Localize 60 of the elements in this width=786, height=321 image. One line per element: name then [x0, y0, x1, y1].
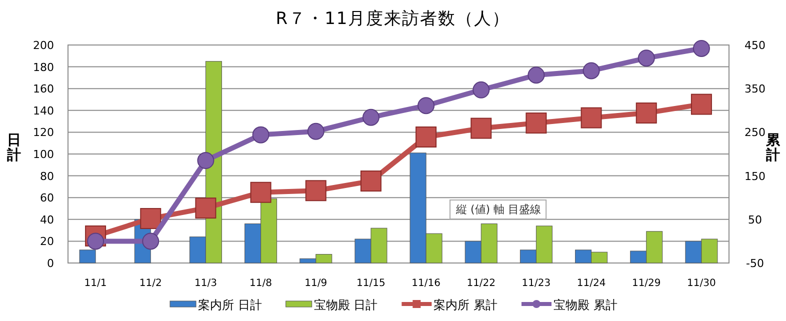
x-tick-label: 11/8 — [250, 278, 272, 289]
x-tick-label: 11/22 — [466, 278, 496, 289]
y-tick-label: 140 — [33, 104, 54, 118]
point — [580, 107, 602, 128]
y2-tick-label: 350 — [744, 82, 766, 96]
x-tick-label: 11/24 — [576, 278, 606, 289]
y-tick-label: 120 — [33, 126, 54, 140]
point — [197, 152, 214, 170]
y2-tick-label: 50 — [748, 213, 762, 226]
x-tick-label: 11/29 — [632, 278, 661, 289]
point — [470, 118, 492, 139]
point — [140, 208, 162, 230]
y-tick-label: 80 — [40, 170, 54, 183]
y-tick-label: 160 — [33, 82, 54, 96]
x-tick-label: 11/2 — [139, 278, 162, 289]
point — [582, 62, 600, 80]
point — [526, 112, 547, 134]
legend-label: 宝物殿 累計 — [553, 298, 618, 312]
x-tick-label: 11/3 — [194, 278, 217, 289]
point — [528, 66, 545, 84]
chart-title: R７・11月度来訪者数（人） — [276, 9, 510, 29]
y2-tick-label: 450 — [744, 39, 766, 52]
point — [307, 122, 324, 140]
point — [252, 126, 270, 144]
point — [472, 81, 490, 98]
x-tick-label: 11/30 — [687, 278, 716, 289]
point — [250, 182, 272, 203]
point — [362, 108, 380, 126]
y-tick-label: 20 — [40, 235, 54, 248]
point — [690, 94, 712, 115]
y2-tick-label: 250 — [744, 126, 766, 140]
y2-tick-label: 150 — [744, 170, 766, 183]
y-tick-label: 180 — [33, 60, 54, 74]
y-tick-label: 200 — [33, 39, 54, 52]
y2-tick-label: -50 — [746, 257, 764, 270]
point — [636, 102, 657, 124]
y-tick-label: 0 — [47, 257, 54, 270]
point — [360, 170, 382, 192]
point — [305, 180, 326, 202]
point — [416, 126, 437, 148]
point — [418, 97, 435, 114]
x-tick-label: 11/1 — [84, 278, 107, 289]
point — [692, 40, 710, 57]
x-tick-label: 11/23 — [522, 278, 551, 289]
y-tick-label: 40 — [40, 213, 54, 226]
annotation: 縦 (値) 軸 目盛線 — [455, 203, 542, 216]
legend-label: 案内所 累計 — [434, 298, 498, 312]
point — [142, 232, 160, 250]
x-tick-label: 11/15 — [356, 278, 386, 289]
legend-label: 宝物殿 日計 — [314, 298, 378, 312]
y-axis-title: 日計 — [6, 132, 21, 164]
y-tick-label: 60 — [40, 192, 54, 205]
legend-label: 案内所 日計 — [198, 298, 262, 312]
point — [195, 198, 216, 219]
x-tick-label: 11/16 — [412, 278, 440, 289]
x-tick-label: 11/9 — [304, 278, 328, 289]
y-tick-label: 100 — [33, 148, 54, 161]
point — [638, 50, 655, 67]
bar — [79, 250, 96, 264]
y2-axis-title: 累計 — [765, 132, 781, 164]
